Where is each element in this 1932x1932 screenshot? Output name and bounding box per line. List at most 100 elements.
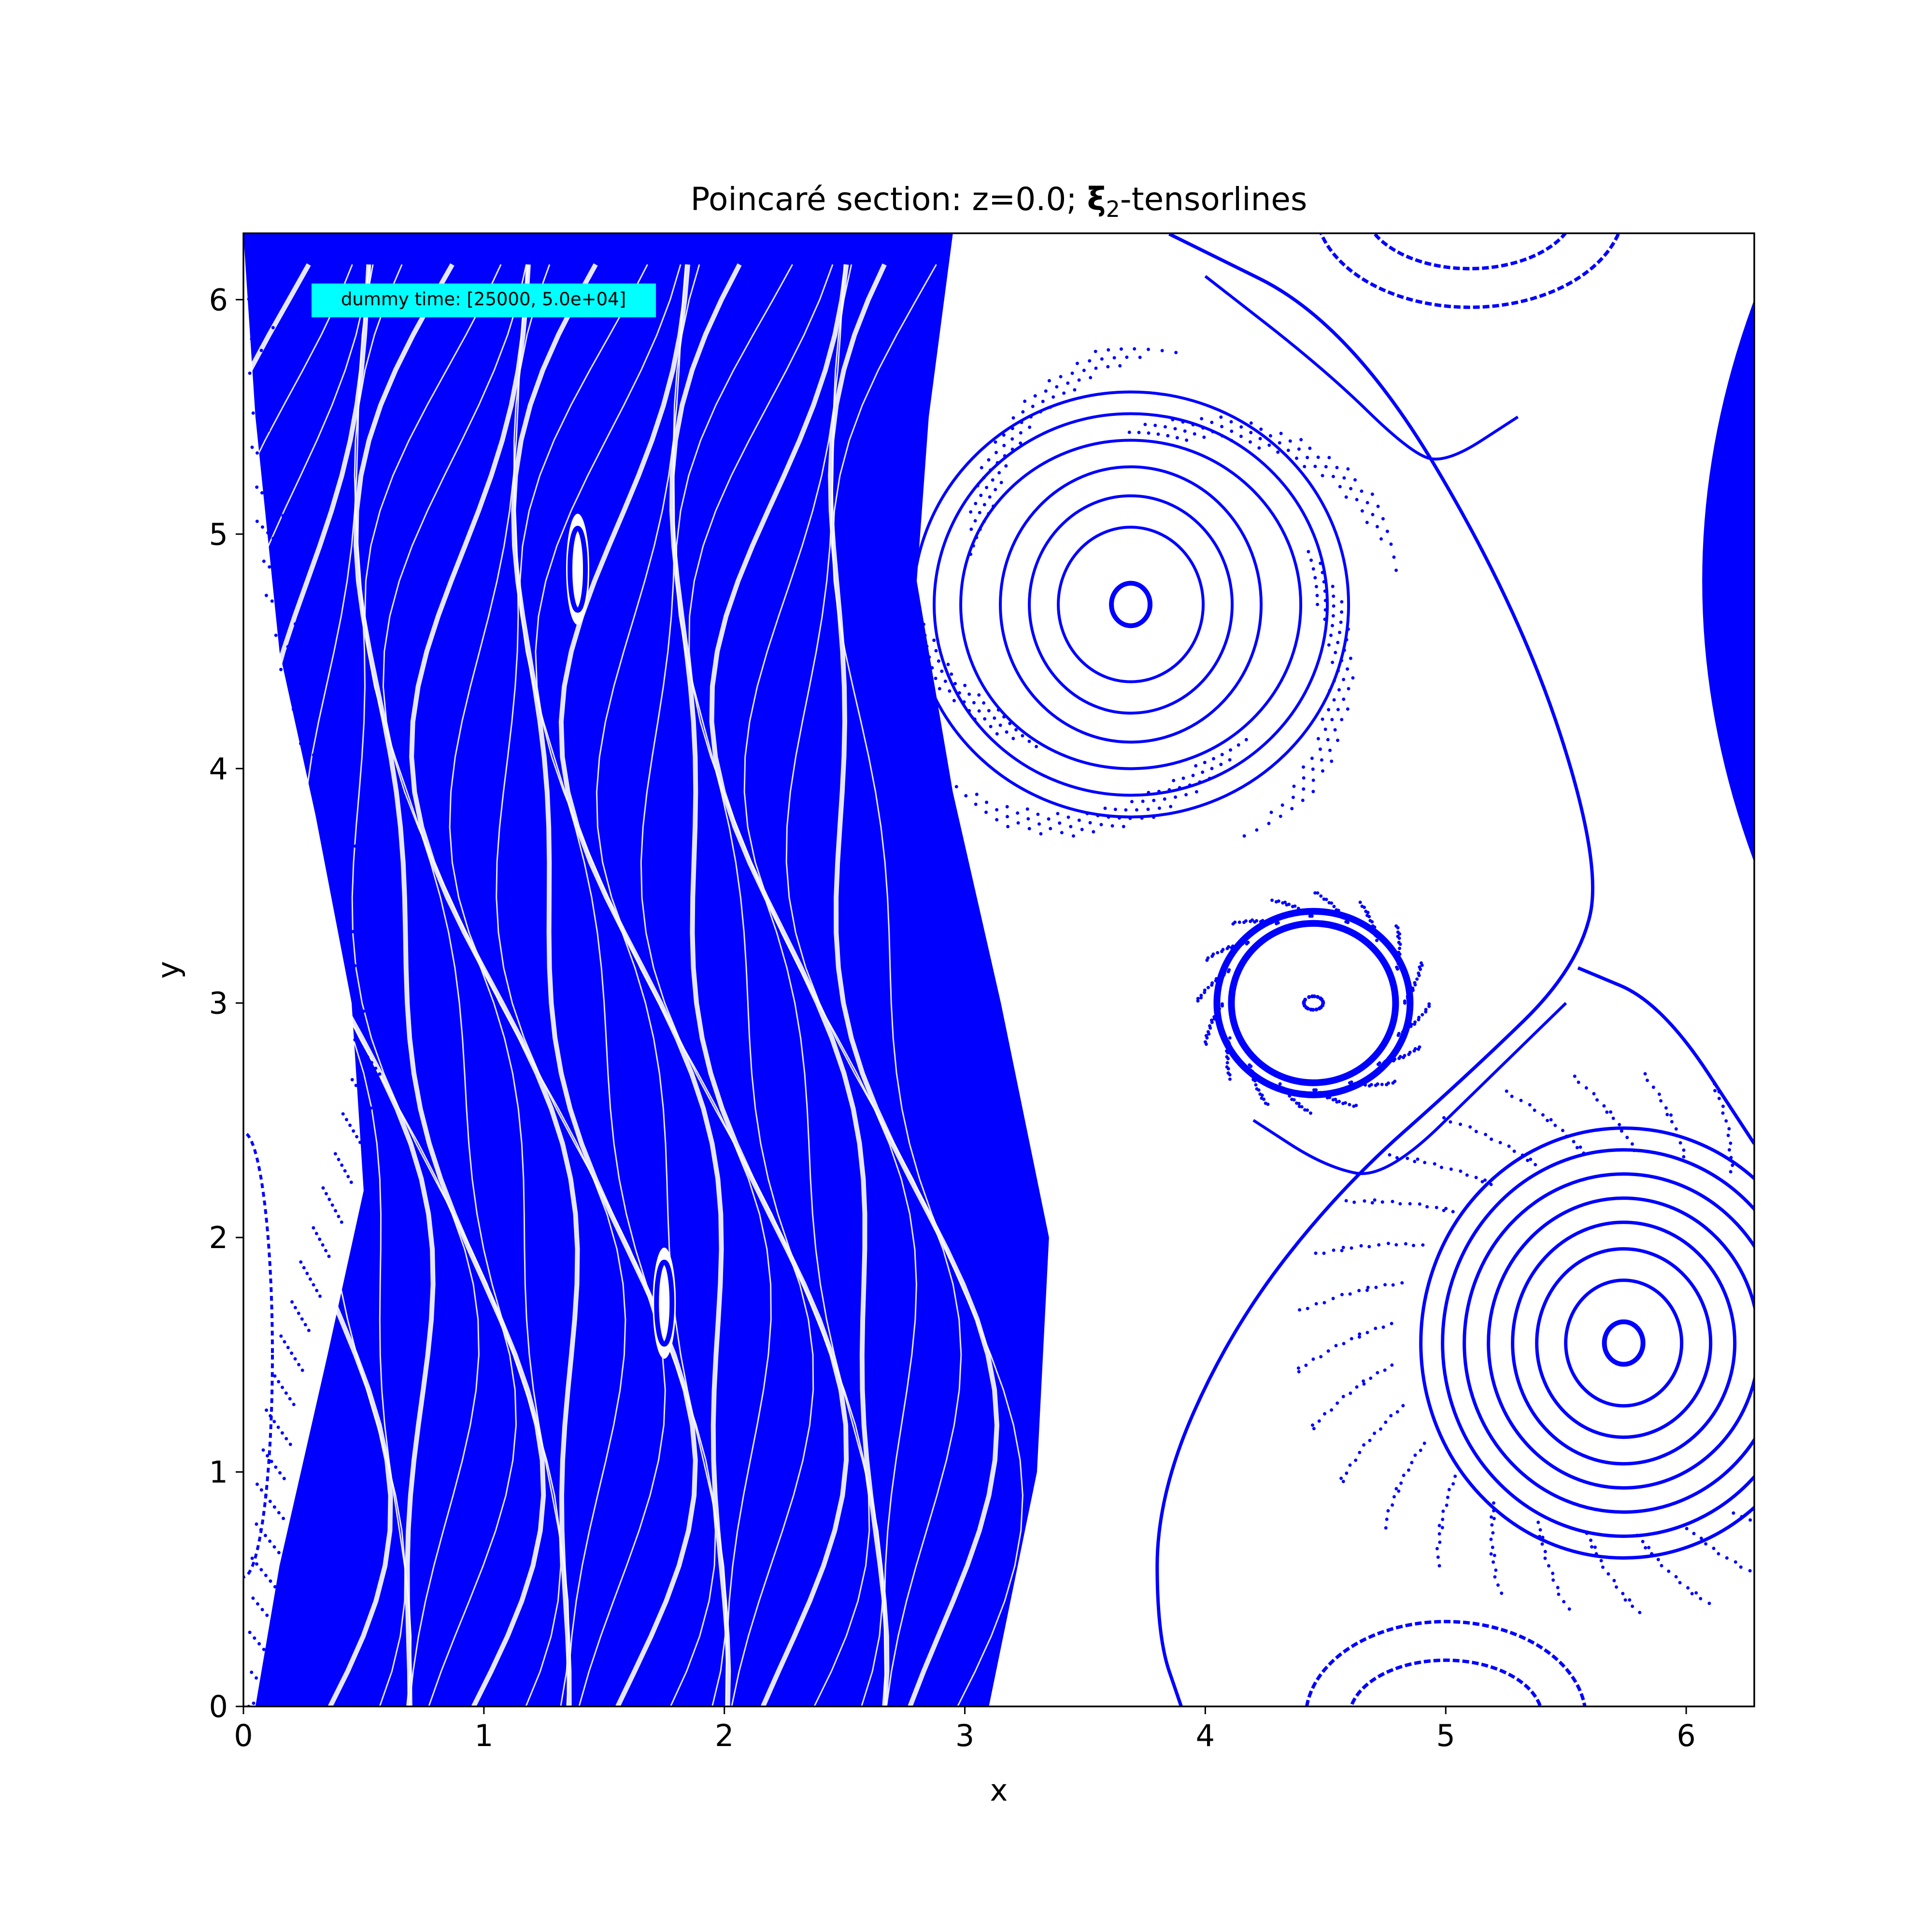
scatter-point (1351, 676, 1355, 680)
scatter-point (1815, 1543, 1818, 1547)
scatter-point (1810, 1456, 1813, 1459)
scatter-point (1505, 1089, 1508, 1093)
partial-orbit (1305, 1619, 1587, 1706)
scatter-point (369, 1106, 373, 1110)
band-gap (353, 263, 546, 1706)
scatter-point (1631, 1605, 1634, 1608)
scatter-point (1288, 439, 1292, 443)
island-orbit (1535, 1247, 1713, 1439)
scatter-point (1438, 1540, 1442, 1544)
scatter-point (374, 1066, 378, 1070)
scatter-point (1862, 1505, 1866, 1508)
scatter-point (1094, 350, 1097, 354)
scatter-point (273, 1585, 277, 1589)
scatter-point (883, 561, 887, 565)
scatter-point (297, 1363, 301, 1366)
scatter-point (1334, 1344, 1338, 1348)
scatter-point (1839, 1254, 1842, 1257)
scatter-point (1884, 1372, 1887, 1376)
scatter-point (1919, 1230, 1923, 1234)
scatter-point (1280, 803, 1284, 807)
scatter-point (1355, 497, 1359, 501)
scatter-point (1398, 946, 1402, 950)
scatter-point (1928, 1296, 1932, 1299)
scatter-point (1319, 1005, 1323, 1009)
scatter-point (276, 331, 280, 335)
scatter-point (1358, 900, 1362, 904)
scatter-point (1465, 1173, 1469, 1177)
scatter-point (1174, 351, 1178, 355)
scatter-point (1763, 1526, 1767, 1529)
scatter-point (1578, 1145, 1582, 1149)
scatter-point (985, 485, 989, 489)
scatter-point (1437, 1564, 1441, 1568)
scatter-point (1342, 476, 1346, 480)
scatter-point (1916, 1238, 1919, 1242)
scatter-point (1337, 1099, 1341, 1103)
scatter-point (1303, 465, 1307, 469)
scatter-point (293, 1357, 297, 1361)
scatter-point (987, 709, 991, 712)
scatter-point (1373, 1198, 1377, 1202)
scatter-point (366, 1055, 369, 1059)
scatter-point (355, 1135, 359, 1138)
scatter-point (1646, 1079, 1649, 1082)
scatter-point (276, 1425, 280, 1429)
scatter-point (1310, 756, 1314, 760)
scatter-point (1685, 1527, 1689, 1531)
band-gap (669, 263, 849, 1706)
band-gap (832, 264, 1023, 1706)
scatter-point (1782, 1490, 1786, 1493)
scatter-point (983, 717, 987, 721)
scatter-point (272, 1545, 276, 1549)
scatter-point (1338, 630, 1342, 634)
scatter-point (1877, 1194, 1880, 1197)
scatter-point (1226, 970, 1230, 974)
scatter-point (1230, 429, 1234, 433)
scatter-point (1071, 834, 1075, 838)
scatter-point (1893, 1262, 1896, 1265)
annotation-box (312, 284, 656, 317)
scatter-point (1383, 1368, 1387, 1372)
scatter-point (1678, 1141, 1682, 1145)
scatter-point (1025, 807, 1029, 811)
scatter-point (1412, 1244, 1416, 1248)
scatter-point (1341, 1394, 1345, 1398)
scatter-point (1253, 920, 1257, 924)
scatter-point (1449, 1120, 1452, 1124)
scatter-point (1850, 1383, 1853, 1386)
scatter-point (1427, 1002, 1431, 1006)
scatter-point (1917, 1362, 1920, 1365)
scatter-point (1380, 1082, 1384, 1086)
scatter-point (1424, 1008, 1428, 1011)
scatter-point (271, 434, 275, 438)
scatter-point (1141, 799, 1145, 803)
scatter-point (1817, 1458, 1820, 1462)
scatter-point (1349, 656, 1352, 660)
scatter-point (1798, 1495, 1802, 1499)
scatter-point (305, 1271, 309, 1275)
scatter-point (1279, 814, 1282, 818)
scatter-point (1776, 1111, 1780, 1114)
scatter-point (280, 1431, 284, 1435)
scatter-point (1490, 1137, 1493, 1141)
scatter-point (348, 1123, 352, 1127)
scatter-point (1628, 1598, 1632, 1602)
scatter-point (1316, 891, 1320, 895)
scatter-point (1306, 1307, 1309, 1310)
scatter-point (1291, 905, 1294, 909)
scatter-point (1332, 1248, 1335, 1252)
scatter-point (993, 716, 996, 720)
scatter-point (1092, 830, 1095, 834)
scatter-point (361, 1049, 365, 1053)
scatter-point (1156, 432, 1160, 436)
scatter-point (1370, 1201, 1374, 1205)
scatter-point (897, 510, 901, 514)
scatter-point (288, 554, 292, 557)
scatter-point (1341, 1246, 1345, 1250)
scatter-point (265, 1613, 269, 1617)
scatter-point (317, 730, 321, 734)
band-gap (364, 264, 562, 1706)
scatter-point (1344, 1199, 1348, 1203)
scatter-point (1849, 1243, 1852, 1246)
